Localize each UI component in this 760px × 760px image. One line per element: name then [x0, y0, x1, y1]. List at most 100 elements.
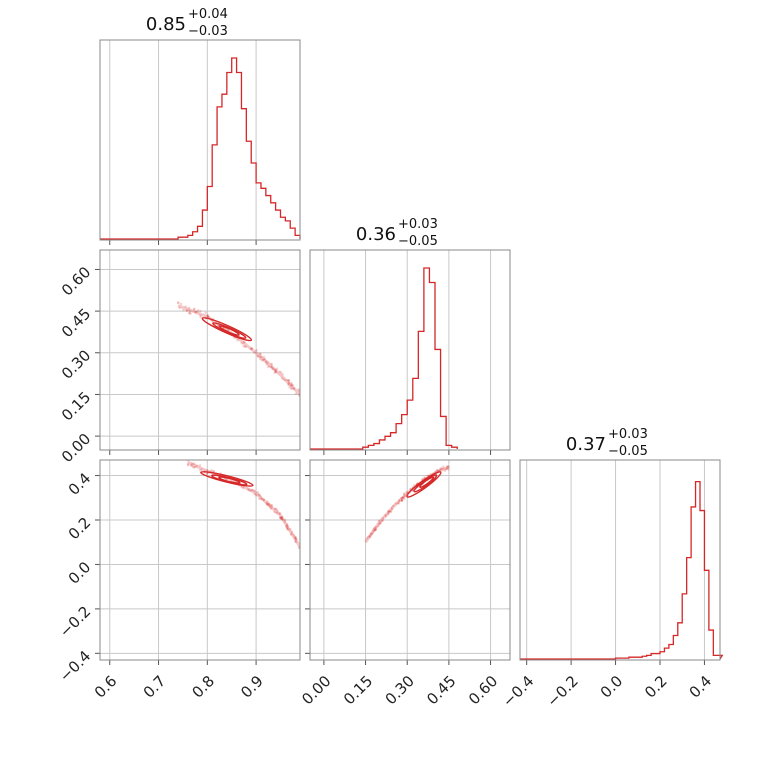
histogram-panel-2 [310, 250, 492, 455]
sample-point [178, 306, 181, 310]
param-title-1: 0.85 +0.04 −0.03 [146, 7, 228, 39]
y-tick-label: −0.2 [56, 603, 94, 641]
sample-point [275, 511, 278, 515]
x-tick-label: −0.4 [499, 672, 537, 710]
sample-point [260, 497, 263, 500]
sample-point [274, 371, 277, 374]
sample-point [176, 301, 180, 304]
sample-point [402, 493, 406, 496]
sample-point [268, 503, 271, 507]
sample-point [240, 342, 243, 345]
sample-point [369, 533, 372, 537]
sample-point [270, 504, 274, 507]
sample-point [186, 463, 190, 466]
sample-point [250, 488, 254, 492]
sample-point [188, 311, 191, 314]
sample-point [194, 311, 197, 314]
sample-point [294, 539, 297, 543]
sample-point [384, 515, 388, 518]
sample-point [210, 469, 213, 472]
sample-point [263, 357, 267, 361]
sample-point [396, 501, 400, 505]
sample-point [278, 516, 282, 520]
sample-point [194, 465, 197, 469]
sample-point [439, 467, 442, 470]
sample-point [387, 510, 390, 514]
x-tick-label: 0.6 [91, 672, 121, 702]
x-tick-label: 0.2 [641, 672, 671, 702]
sample-point [265, 363, 268, 366]
param-title-2: 0.36 +0.03 −0.05 [356, 217, 438, 249]
y-tick-label: 0.15 [58, 388, 94, 424]
sample-point [381, 519, 385, 522]
sample-point [262, 358, 265, 362]
scatter-content [186, 460, 300, 550]
sample-point [270, 363, 274, 366]
sample-point [262, 498, 266, 502]
sample-point [273, 371, 276, 375]
sample-point [267, 503, 270, 507]
sample-point [397, 500, 401, 503]
sample-point [262, 355, 266, 359]
sample-point [199, 315, 202, 319]
sample-point [377, 524, 380, 528]
sample-point [447, 468, 450, 471]
sample-point [271, 367, 274, 371]
sample-point [184, 305, 187, 308]
sample-point [443, 469, 447, 473]
sample-point [293, 534, 296, 537]
title-upper-error: +0.04 [188, 7, 228, 22]
sample-point [279, 516, 282, 520]
x-tick-label: 0.8 [188, 672, 218, 702]
y-tick-label: −0.4 [56, 647, 94, 685]
sample-point [268, 365, 271, 368]
sample-point [400, 496, 403, 500]
sample-point [278, 512, 281, 515]
sample-point [446, 466, 449, 469]
sample-point [274, 507, 277, 510]
sample-point [288, 527, 292, 531]
sample-point [400, 498, 403, 502]
sample-point [400, 496, 403, 500]
sample-point [398, 499, 401, 502]
sample-point [255, 349, 258, 352]
sample-point [191, 462, 194, 465]
sample-point [194, 311, 198, 314]
sample-point [295, 537, 298, 541]
sample-point [287, 382, 290, 385]
sample-point [294, 538, 297, 541]
sample-point [387, 512, 390, 515]
sample-point [373, 529, 377, 532]
sample-point [278, 512, 282, 515]
sample-point [381, 516, 385, 520]
sample-point [370, 532, 373, 536]
sample-point [199, 309, 202, 313]
sample-point [379, 520, 382, 524]
sample-point [403, 492, 406, 495]
sample-point [384, 514, 387, 517]
sample-point [262, 498, 265, 502]
sample-point [400, 499, 404, 502]
sample-point [188, 309, 191, 312]
sample-point [287, 383, 290, 387]
sample-point [387, 509, 390, 513]
sample-point [401, 496, 405, 499]
sample-point [205, 472, 209, 475]
sample-point [426, 474, 429, 477]
sample-point [177, 301, 180, 305]
x-tick-label: 0.60 [465, 672, 501, 708]
sample-point [403, 497, 406, 501]
sample-point [379, 522, 382, 525]
sample-point [390, 508, 394, 511]
x-tick-label: 0.7 [140, 672, 170, 702]
sample-point [185, 309, 188, 312]
sample-point [265, 502, 269, 506]
histogram-step [100, 57, 301, 240]
y-tick-label: 0.2 [65, 514, 95, 544]
param-title-3: 0.37 +0.03 −0.05 [566, 427, 648, 459]
contour-level [218, 476, 241, 484]
scatter-frame-1 [99, 249, 301, 451]
sample-point [366, 535, 370, 539]
sample-point [253, 351, 256, 354]
